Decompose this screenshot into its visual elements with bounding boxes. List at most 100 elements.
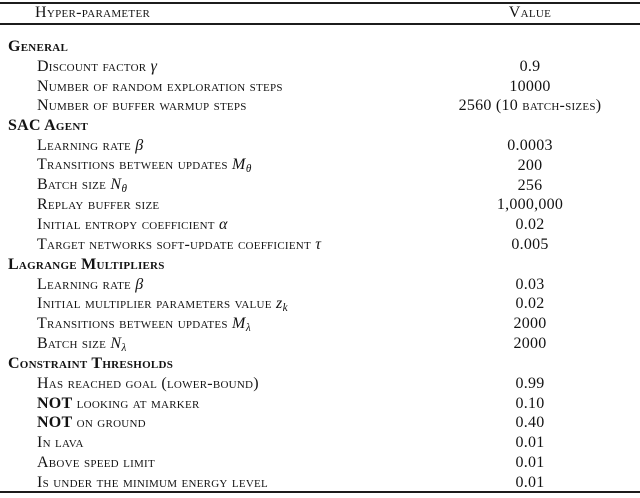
table-row-initial-multiplier-parameters: Initial multiplier parameters value zk 0… xyxy=(0,295,640,315)
row-label-text: Transitions between updates xyxy=(37,156,232,174)
row-value: 2000 xyxy=(513,315,547,333)
row-label: Learning rate β xyxy=(0,276,420,294)
section-header-lagrange-multipliers: Lagrange Multipliers xyxy=(0,255,640,275)
row-label: Transitions between updates Mλ xyxy=(0,315,420,334)
row-label-text: Initial entropy coefficient xyxy=(37,216,219,234)
row-value: 0.02 xyxy=(515,216,545,234)
row-label: Above speed limit xyxy=(0,454,420,472)
row-value: 256 xyxy=(517,176,543,194)
section-header-general: General xyxy=(0,37,640,57)
math-subscript: λ xyxy=(121,341,127,354)
table-row-lagrange-learning-rate: Learning rate β 0.03 xyxy=(0,275,640,295)
section-title: Lagrange Multipliers xyxy=(8,255,165,273)
column-header-value: Value xyxy=(508,3,552,21)
table-body: General Discount factor γ 0.9 Number of … xyxy=(0,37,640,493)
row-label: Number of buffer warmup steps xyxy=(0,97,420,115)
row-label: In lava xyxy=(0,434,420,452)
row-value: 1,000,000 xyxy=(496,196,564,214)
table-row-in-lava: In lava 0.01 xyxy=(0,433,640,453)
row-label-text: Initial multiplier parameters value xyxy=(37,294,276,312)
row-label: Batch size Nλ xyxy=(0,335,420,354)
row-value: 0.02 xyxy=(515,295,545,313)
math-symbol: α xyxy=(219,216,228,234)
table-row-lagrange-batch-size: Batch size Nλ 2000 xyxy=(0,334,640,354)
math-symbol: γ xyxy=(150,57,157,75)
row-label: NOT looking at marker xyxy=(0,395,420,413)
row-label: NOT on ground xyxy=(0,414,420,432)
section-header-sac-agent: SAC Agent xyxy=(0,116,640,136)
row-label: Batch size Nθ xyxy=(0,176,420,195)
row-label: Initial entropy coefficient α xyxy=(0,216,420,234)
row-label-text: Is under the minimum energy level xyxy=(37,473,268,491)
column-header-hyper-parameter: Hyper-parameter xyxy=(35,3,151,21)
row-label: Transitions between updates Mθ xyxy=(0,156,420,175)
math-symbol: M xyxy=(232,156,246,174)
row-value: 2000 xyxy=(513,335,547,353)
row-label: Number of random exploration steps xyxy=(0,78,420,96)
row-value: 2560 (10 batch-sizes) xyxy=(458,97,602,115)
row-label-text: Discount factor xyxy=(37,57,151,75)
row-label-text: Above speed limit xyxy=(37,453,155,471)
table-row-has-reached-goal: Has reached goal (lower-bound) 0.99 xyxy=(0,374,640,394)
math-subscript: θ xyxy=(245,163,252,176)
math-symbol: β xyxy=(135,275,144,293)
math-subscript: k xyxy=(282,302,288,315)
math-symbol: z xyxy=(275,294,283,312)
row-label: Initial multiplier parameters value zk xyxy=(0,295,420,314)
row-value: 10000 xyxy=(509,77,551,95)
math-symbol: τ xyxy=(315,236,321,254)
row-value: 0.10 xyxy=(515,394,545,412)
row-label-text: Transitions between updates xyxy=(37,314,232,332)
row-label-text: Number of buffer warmup steps xyxy=(37,97,247,115)
row-label-text: Has reached goal (lower-bound) xyxy=(37,374,259,392)
row-value: 200 xyxy=(517,156,543,174)
math-subscript: θ xyxy=(121,183,128,196)
row-label-text: on ground xyxy=(72,414,146,432)
math-symbol: β xyxy=(135,136,144,154)
table-row-not-on-ground: NOT on ground 0.40 xyxy=(0,413,640,433)
row-label: Has reached goal (lower-bound) xyxy=(0,375,420,393)
row-label: Discount factor γ xyxy=(0,58,420,76)
table-header-row: Hyper-parameter Value xyxy=(0,2,640,23)
row-label-bold-prefix: NOT xyxy=(37,394,73,412)
table-bottom-rule xyxy=(0,491,640,494)
table-row-target-soft-update-coefficient: Target networks soft-update coefficient … xyxy=(0,235,640,255)
row-value: 0.40 xyxy=(515,414,545,432)
math-symbol: N xyxy=(110,176,122,194)
row-label-text: Batch size xyxy=(37,334,111,352)
table-row-random-exploration-steps: Number of random exploration steps 10000 xyxy=(0,77,640,97)
section-title: General xyxy=(8,37,69,55)
table-row-buffer-warmup-steps: Number of buffer warmup steps 2560 (10 b… xyxy=(0,96,640,116)
table-row-not-looking-at-marker: NOT looking at marker 0.10 xyxy=(0,394,640,414)
table-row-above-speed-limit: Above speed limit 0.01 xyxy=(0,453,640,473)
table-row-lagrange-transitions-between-updates: Transitions between updates Mλ 2000 xyxy=(0,314,640,334)
row-label-text: Learning rate xyxy=(37,275,136,293)
table-row-sac-transitions-between-updates: Transitions between updates Mθ 200 xyxy=(0,156,640,176)
table-row-initial-entropy-coefficient: Initial entropy coefficient α 0.02 xyxy=(0,215,640,235)
row-value: 0.005 xyxy=(511,236,549,254)
row-label-text: Replay buffer size xyxy=(37,196,160,214)
row-value: 0.01 xyxy=(515,473,545,491)
math-symbol: M xyxy=(232,314,246,332)
table-row-under-minimum-energy: Is under the minimum energy level 0.01 xyxy=(0,473,640,493)
row-value: 0.01 xyxy=(515,434,545,452)
row-label-text: Batch size xyxy=(37,176,111,194)
table-header-rule xyxy=(0,23,640,26)
row-label-text: Target networks soft-update coefficient xyxy=(37,236,316,254)
row-label-bold-prefix: NOT xyxy=(37,414,73,432)
row-value: 0.9 xyxy=(519,57,541,75)
table-row-sac-learning-rate: Learning rate β 0.0003 xyxy=(0,136,640,156)
row-label-text: Learning rate xyxy=(37,136,136,154)
row-value: 0.01 xyxy=(515,453,545,471)
section-title: Constraint Thresholds xyxy=(8,354,174,372)
table-top-rule xyxy=(0,2,640,4)
table-row-replay-buffer-size: Replay buffer size 1,000,000 xyxy=(0,196,640,216)
row-label-text: looking at marker xyxy=(72,394,200,412)
section-header-constraint-thresholds: Constraint Thresholds xyxy=(0,354,640,374)
row-value: 0.03 xyxy=(515,275,545,293)
row-label: Learning rate β xyxy=(0,137,420,155)
table-row-sac-batch-size: Batch size Nθ 256 xyxy=(0,176,640,196)
math-subscript: λ xyxy=(245,321,251,334)
row-value: 0.0003 xyxy=(507,136,553,154)
